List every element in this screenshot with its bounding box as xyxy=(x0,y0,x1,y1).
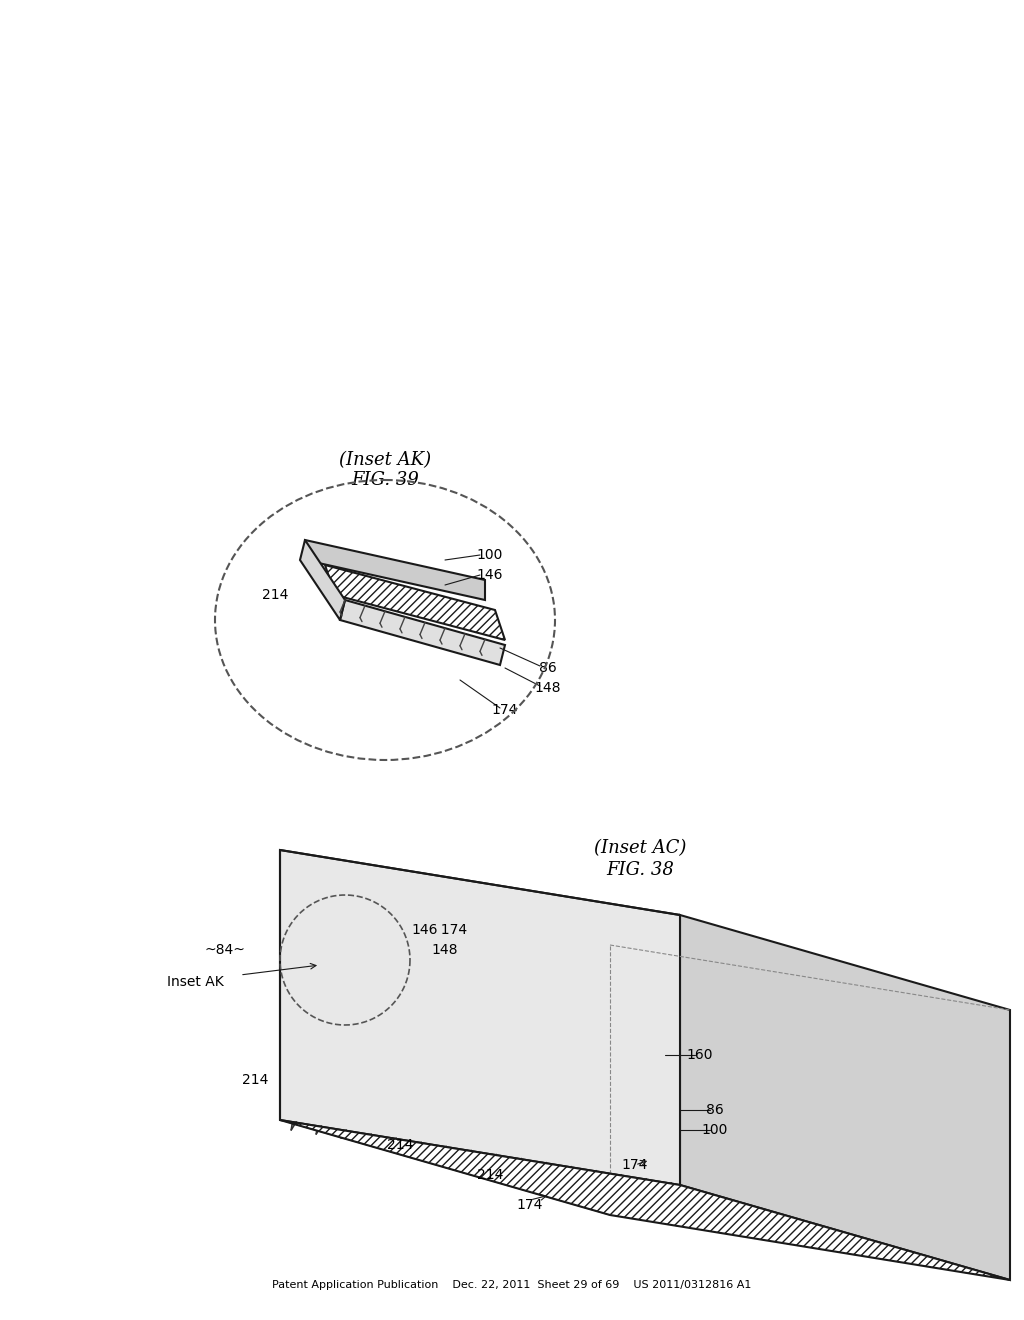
Text: (Inset AK): (Inset AK) xyxy=(339,451,431,469)
Text: ~84~: ~84~ xyxy=(205,942,246,957)
Polygon shape xyxy=(305,540,485,601)
Polygon shape xyxy=(280,1119,1010,1280)
Text: 174: 174 xyxy=(622,1158,648,1172)
Text: 86: 86 xyxy=(539,661,557,675)
Text: 100: 100 xyxy=(477,548,503,562)
Text: 160: 160 xyxy=(687,1048,714,1063)
Text: 174: 174 xyxy=(492,704,518,717)
Text: 214: 214 xyxy=(262,587,288,602)
Text: 174: 174 xyxy=(432,923,468,937)
Text: 214: 214 xyxy=(477,1168,503,1181)
Polygon shape xyxy=(340,601,505,665)
Polygon shape xyxy=(280,850,680,1185)
Polygon shape xyxy=(325,565,505,640)
Text: 148: 148 xyxy=(535,681,561,696)
Text: 86: 86 xyxy=(707,1104,724,1117)
Text: 148: 148 xyxy=(432,942,459,957)
Text: 100: 100 xyxy=(701,1123,728,1137)
Text: 174: 174 xyxy=(517,1199,543,1212)
Text: (Inset AC): (Inset AC) xyxy=(594,840,686,857)
Text: FIG. 39: FIG. 39 xyxy=(351,471,419,488)
Polygon shape xyxy=(680,915,1010,1280)
Text: FIG. 38: FIG. 38 xyxy=(606,861,674,879)
Text: 146: 146 xyxy=(412,923,438,937)
Text: 214: 214 xyxy=(242,1073,268,1086)
Text: 214: 214 xyxy=(387,1138,414,1152)
Text: Patent Application Publication    Dec. 22, 2011  Sheet 29 of 69    US 2011/03128: Patent Application Publication Dec. 22, … xyxy=(272,1280,752,1290)
Text: 146: 146 xyxy=(477,568,503,582)
Polygon shape xyxy=(300,540,345,620)
Text: Inset AK: Inset AK xyxy=(167,975,223,989)
